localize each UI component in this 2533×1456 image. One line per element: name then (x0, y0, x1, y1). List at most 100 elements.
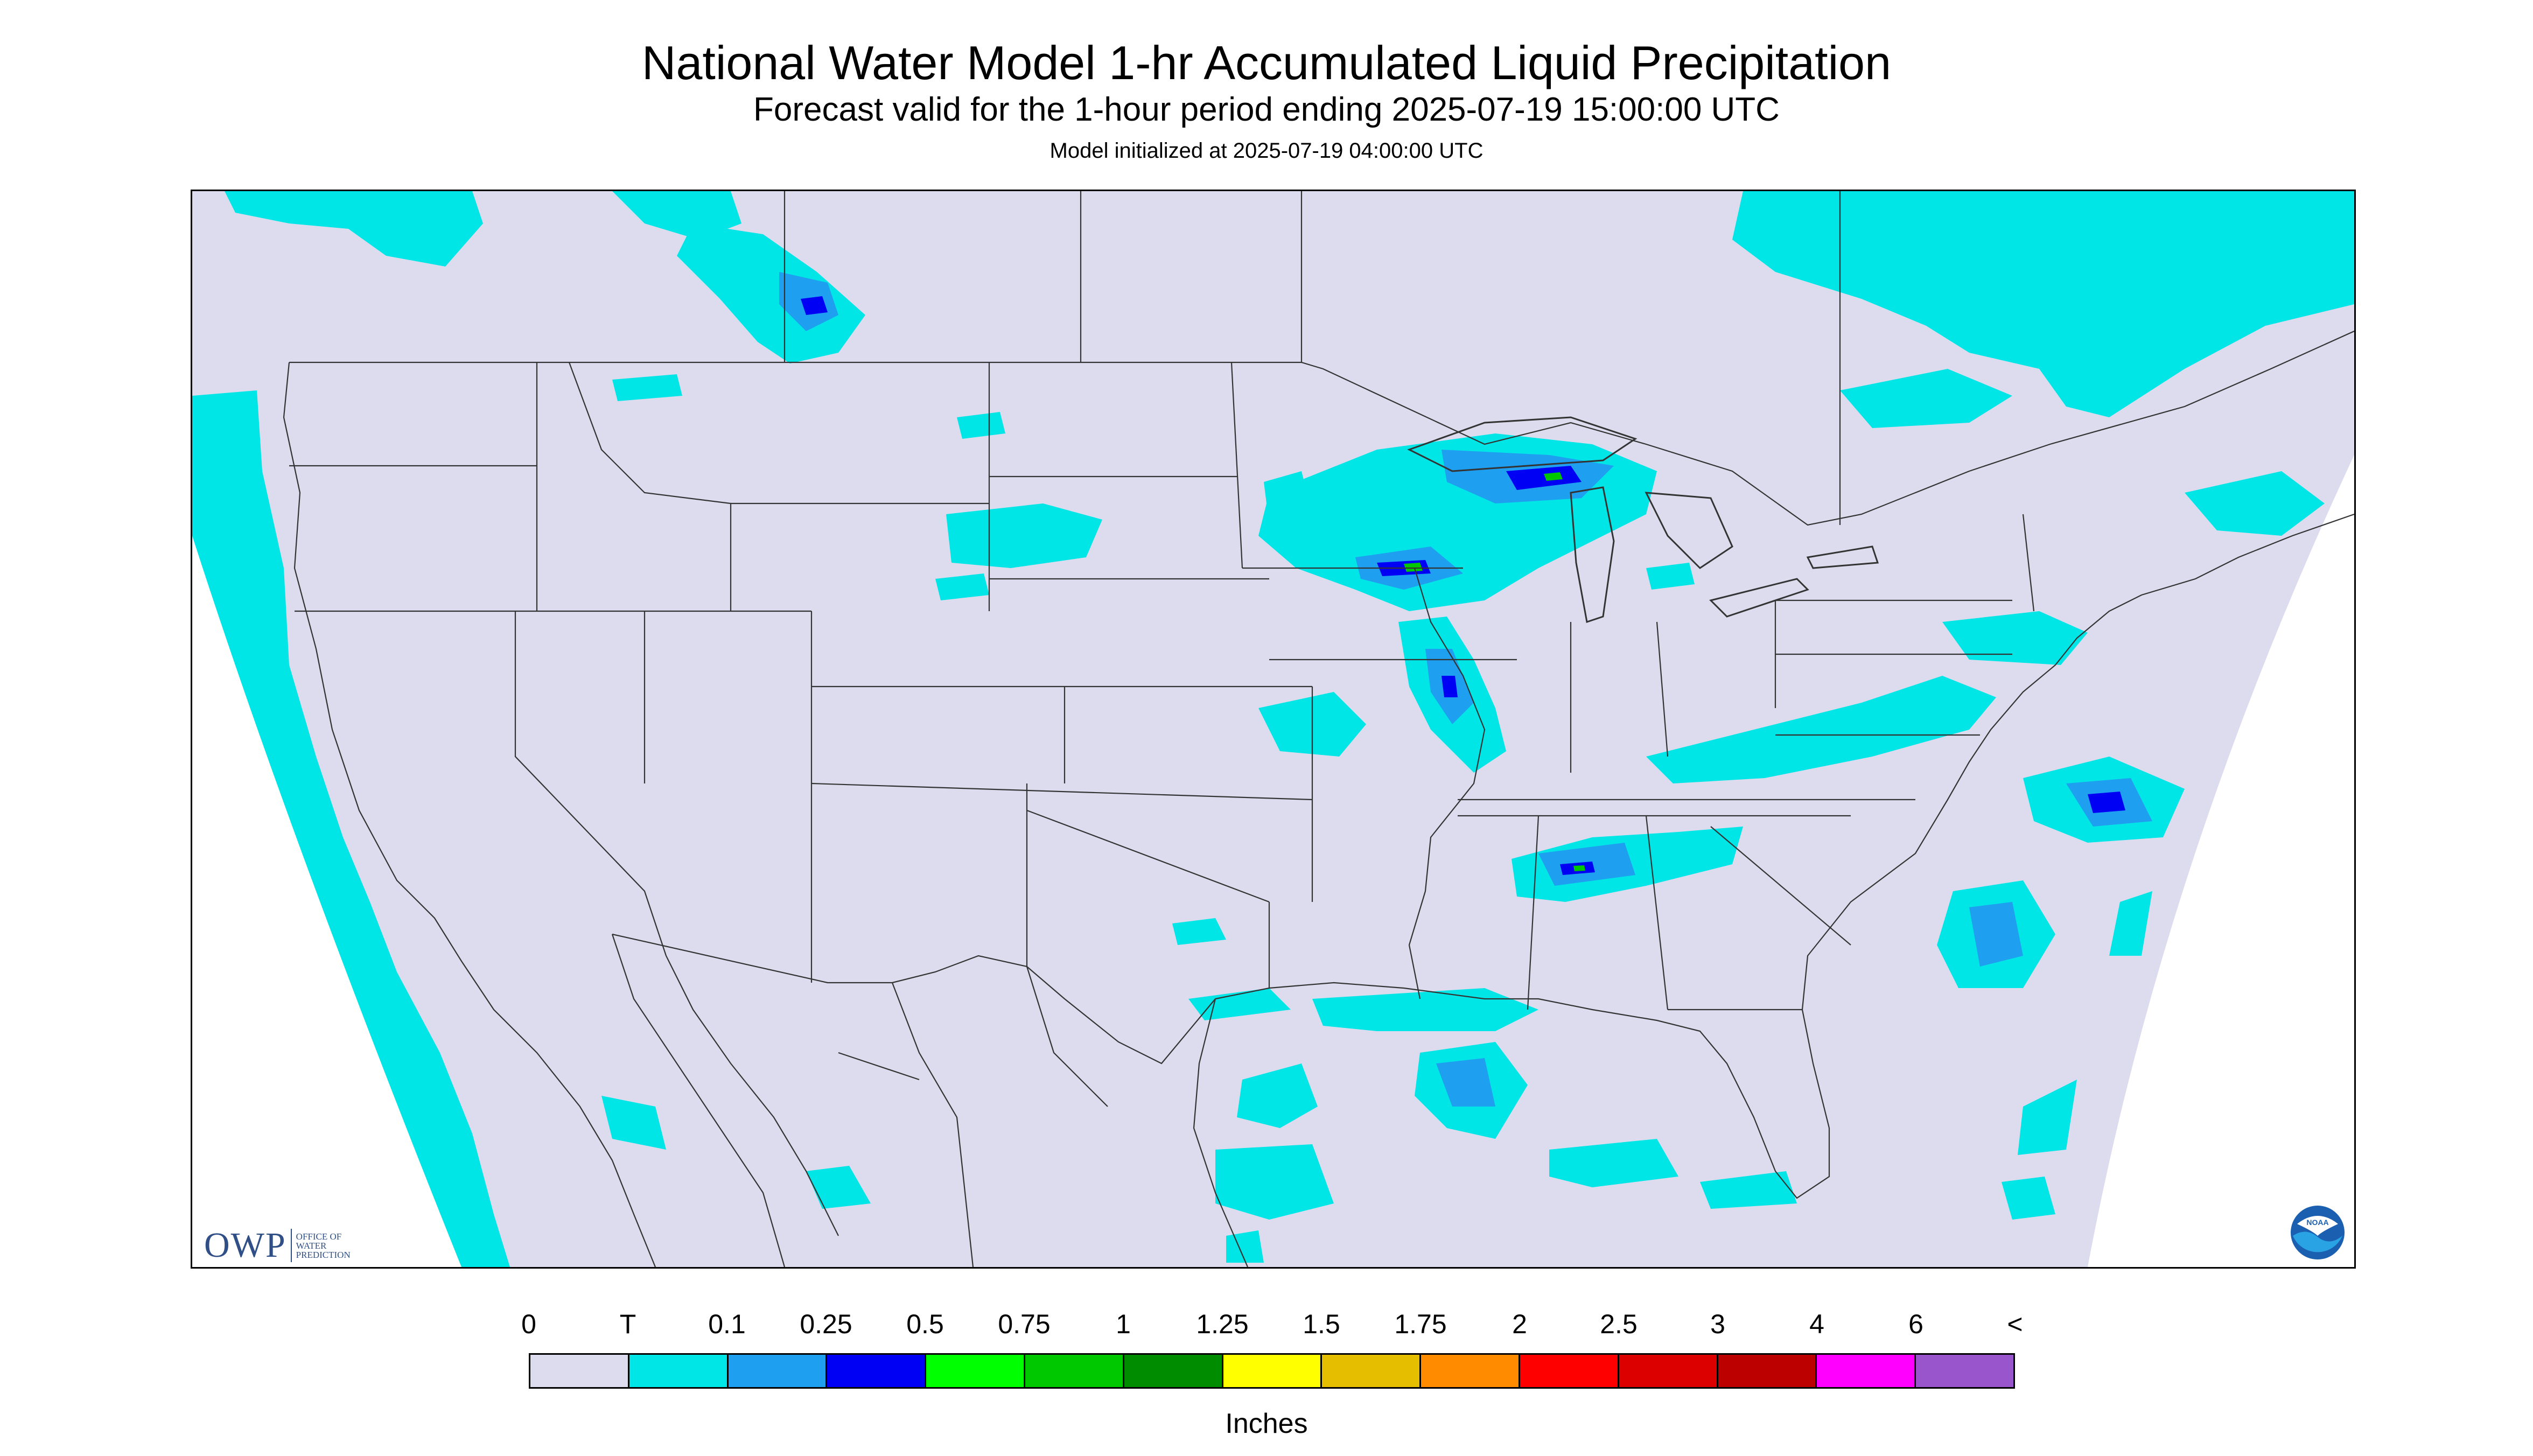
legend-label: 2.5 (1600, 1309, 1638, 1339)
state-line-ca-nv (514, 611, 667, 956)
lake-erie (1709, 578, 1809, 618)
legend-label: 0 (521, 1309, 536, 1339)
precip-bc (225, 191, 483, 267)
precip-0-75-areas (1404, 472, 1585, 871)
precip-quebec (1732, 191, 2354, 417)
legend-swatch (1718, 1355, 1817, 1387)
state-line-al-ga (1645, 815, 1669, 1010)
state-line-nd-mn (1230, 362, 1243, 569)
us-canada-border (289, 330, 2354, 526)
legend-swatch (1223, 1355, 1323, 1387)
owp-logo-line-2: WATER (296, 1240, 327, 1251)
legend-swatch (1421, 1355, 1520, 1387)
precip-ontario-e (1840, 369, 2012, 428)
state-line-ks-s (811, 782, 1313, 801)
forecast-valid-subtitle: Forecast valid for the 1-hour period end… (753, 91, 1780, 128)
legend-label: 6 (1908, 1309, 1923, 1339)
precip-mid-atlantic (1942, 611, 2088, 665)
precip-tx-inland (1172, 918, 1226, 945)
great-lakes (1407, 416, 1879, 623)
map-canvas (192, 191, 2354, 1267)
state-line-ok-s (1026, 809, 1270, 903)
owp-logo: OWP OFFICE OF WATER PREDICTION (204, 1225, 351, 1266)
legend-color-bar (529, 1353, 2015, 1389)
legend-label: 2 (1512, 1309, 1527, 1339)
legend-swatch (827, 1355, 927, 1387)
lake-huron (1645, 492, 1733, 569)
legend-label: 3 (1710, 1309, 1725, 1339)
state-line-ga-sc (1710, 826, 1851, 946)
precip-pacific-offshore (192, 390, 510, 1267)
state-line-ny-vt (2022, 514, 2035, 612)
legend-swatch (728, 1355, 828, 1387)
precip-il-0-5 (1442, 676, 1458, 697)
legend-swatch (1322, 1355, 1422, 1387)
precip-gulf-se (1700, 1171, 1797, 1209)
owp-logo-text: OFFICE OF WATER PREDICTION (296, 1232, 351, 1259)
precip-mn-west (1264, 471, 1312, 525)
pacific-coastline (283, 362, 656, 1267)
legend-label: 0.1 (708, 1309, 746, 1339)
legend-swatch (1124, 1355, 1223, 1387)
precip-atl-se-0-1 (1969, 902, 2023, 967)
owp-logo-divider (290, 1229, 292, 1262)
precip-alberta-trace (677, 223, 865, 363)
precip-gulf-south (1215, 1144, 1334, 1220)
baja-peninsula (611, 934, 786, 1267)
legend-label: 1.5 (1303, 1309, 1340, 1339)
precip-nd (957, 412, 1005, 439)
legend-swatch (1520, 1355, 1619, 1387)
precip-caribbean (2002, 1177, 2055, 1220)
owp-logo-mark: OWP (204, 1226, 286, 1265)
legend-labels: 0 T 0.1 0.25 0.5 0.75 1 1.25 1.5 1.75 2 2.5 3 4 6 < (0, 1308, 2533, 1346)
legend-label: 0.75 (998, 1309, 1051, 1339)
state-line-id-mt (568, 362, 732, 611)
mexico-coast (1193, 998, 1249, 1267)
legend-label: 1.75 (1394, 1309, 1447, 1339)
legend-label: < (2007, 1309, 2023, 1339)
state-line-ms-al (1527, 815, 1540, 1010)
atlantic-coastline (1801, 513, 2354, 1010)
precip-gulf-coast-tx (1188, 988, 1291, 1020)
precip-wi-0-5 (1506, 466, 1582, 490)
precip-maritimes (2185, 471, 2325, 536)
precipitation-map: OWP OFFICE OF WATER PREDICTION NOAA (191, 190, 2356, 1269)
noaa-logo: NOAA (2291, 1206, 2345, 1259)
precip-atlantic-s (2018, 1080, 2077, 1155)
precip-yucatan-ch (1226, 1230, 1264, 1263)
precip-mn-0-75 (1404, 563, 1423, 572)
precip-ohio-valley (1646, 676, 1996, 783)
model-init-line: Model initialized at 2025-07-19 04:00:00… (1049, 139, 1484, 163)
precip-atlantic-far (2109, 891, 2152, 956)
precip-alberta-0-5 (801, 296, 828, 315)
boundaries (283, 191, 2354, 1267)
precip-mt (612, 374, 682, 401)
precip-wi-0-75 (1544, 472, 1563, 481)
legend-label: T (619, 1309, 636, 1339)
legend-swatch (926, 1355, 1025, 1387)
mexico-state-lines (838, 966, 1108, 1267)
legend-label: 0.5 (906, 1309, 944, 1339)
legend-label: 4 (1809, 1309, 1824, 1339)
precip-gulf-tx-offshore (1237, 1063, 1318, 1128)
precip-tn-0-75 (1573, 865, 1585, 871)
owp-logo-line-3: PREDICTION (296, 1249, 351, 1260)
lake-ontario (1806, 545, 1879, 569)
legend-label: 1 (1116, 1309, 1131, 1339)
legend-swatch (1916, 1355, 2013, 1387)
precip-gulf-fl (1549, 1139, 1678, 1187)
state-line-in-oh (1656, 621, 1669, 757)
precip-atlantic-0-5 (2088, 792, 2125, 813)
us-mexico-border (612, 933, 1216, 1065)
precip-mi-e (1646, 563, 1695, 590)
legend-swatch (629, 1355, 729, 1387)
canada-province-lines (783, 191, 1841, 525)
legend-swatch (1025, 1355, 1124, 1387)
legend-label: 1.25 (1196, 1309, 1249, 1339)
legend-swatch (530, 1355, 629, 1387)
precip-baja (601, 1096, 666, 1150)
mississippi-river (1408, 568, 1486, 999)
gulf-of-california (666, 955, 839, 1236)
legend-units: Inches (1225, 1408, 1308, 1439)
lake-superior (1407, 416, 1638, 472)
